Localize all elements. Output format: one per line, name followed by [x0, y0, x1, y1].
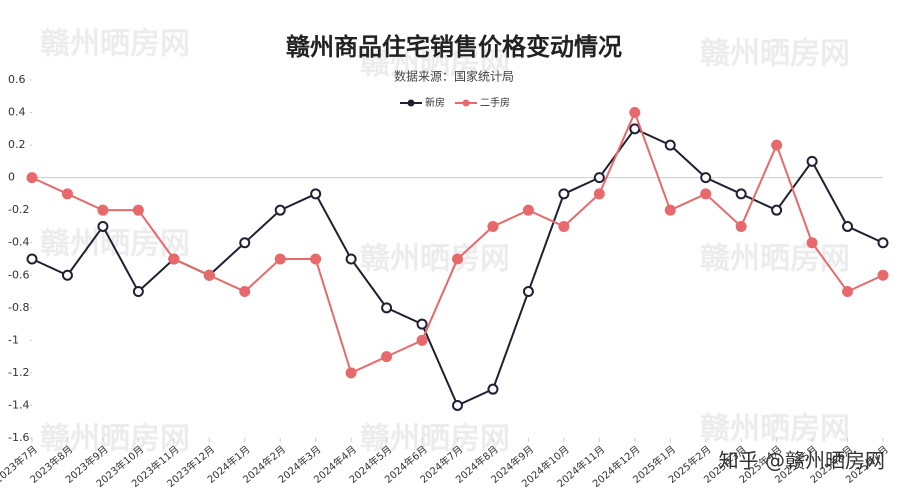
data-point [593, 172, 605, 184]
data-point [522, 204, 534, 216]
data-point [877, 269, 889, 281]
data-point [629, 123, 641, 135]
data-point [452, 399, 463, 411]
y-tick-label: 0 [8, 171, 15, 184]
data-point [487, 220, 499, 232]
data-point [487, 383, 499, 395]
data-point [806, 155, 818, 167]
data-point [310, 188, 322, 200]
data-point [806, 237, 818, 249]
data-point [345, 367, 357, 379]
data-point [558, 188, 570, 200]
legend-marker [462, 99, 470, 107]
data-point [842, 220, 854, 232]
chart-subtitle: 数据来源：国家统计局 [394, 69, 514, 84]
data-point [26, 172, 38, 184]
data-point [274, 253, 286, 265]
data-point [522, 286, 534, 298]
legend-label: 二手房 [480, 96, 510, 109]
legend: 新房 二手房 [400, 96, 510, 109]
data-point [132, 286, 144, 298]
data-point [274, 204, 286, 216]
y-tick-label: -1.4 [8, 398, 29, 411]
data-point [168, 253, 180, 265]
data-point [416, 334, 428, 346]
y-tick-label: 0.6 [8, 73, 26, 86]
chart-title: 赣州商品住宅销售价格变动情况 [286, 33, 622, 61]
data-point [771, 204, 783, 216]
data-point [700, 172, 712, 184]
watermark: 赣州晒房网 [40, 27, 190, 62]
data-point [61, 269, 73, 281]
data-point [593, 188, 605, 200]
watermark: 赣州晒房网 [360, 47, 510, 82]
watermark: 赣州晒房网 [40, 227, 190, 262]
watermark: 赣州晒房网 [700, 37, 850, 72]
credit: 知乎 @赣州晒房网 [719, 449, 885, 473]
data-point [558, 220, 570, 232]
y-tick-label: -1.2 [8, 366, 29, 379]
y-tick-label: -1.6 [8, 431, 29, 444]
data-point [735, 188, 747, 200]
data-point [132, 204, 144, 216]
data-point [97, 220, 109, 232]
data-point [61, 188, 73, 200]
data-point [97, 204, 109, 216]
data-point [664, 139, 676, 151]
data-point [877, 237, 889, 249]
y-tick-label: -1 [8, 333, 19, 346]
data-point [381, 351, 393, 363]
watermark: 赣州晒房网 [700, 412, 850, 447]
data-point [239, 237, 251, 249]
data-point [664, 204, 676, 216]
data-point [310, 253, 322, 265]
data-point [345, 253, 357, 265]
data-point [771, 139, 783, 151]
data-point [700, 188, 712, 200]
data-point [629, 107, 641, 119]
y-tick-label: -0.6 [8, 268, 29, 281]
y-tick-label: -0.2 [8, 203, 29, 216]
data-point [239, 286, 251, 298]
data-point [203, 269, 215, 281]
data-point [735, 220, 747, 232]
watermark: 赣州晒房网 [40, 422, 190, 457]
y-tick-label: 0.2 [8, 138, 26, 151]
data-point [381, 302, 393, 314]
data-point [416, 318, 428, 330]
watermark: 赣州晒房网 [360, 422, 510, 457]
y-tick-label: 0.4 [8, 106, 26, 119]
data-point [452, 253, 463, 265]
data-point [842, 286, 854, 298]
data-point [26, 253, 38, 265]
watermark: 赣州晒房网 [700, 242, 850, 277]
y-tick-label: -0.4 [8, 236, 29, 249]
legend-label: 新房 [425, 96, 445, 109]
y-tick-label: -0.8 [8, 301, 29, 314]
watermark: 赣州晒房网 [360, 242, 510, 277]
legend-marker [407, 99, 415, 107]
